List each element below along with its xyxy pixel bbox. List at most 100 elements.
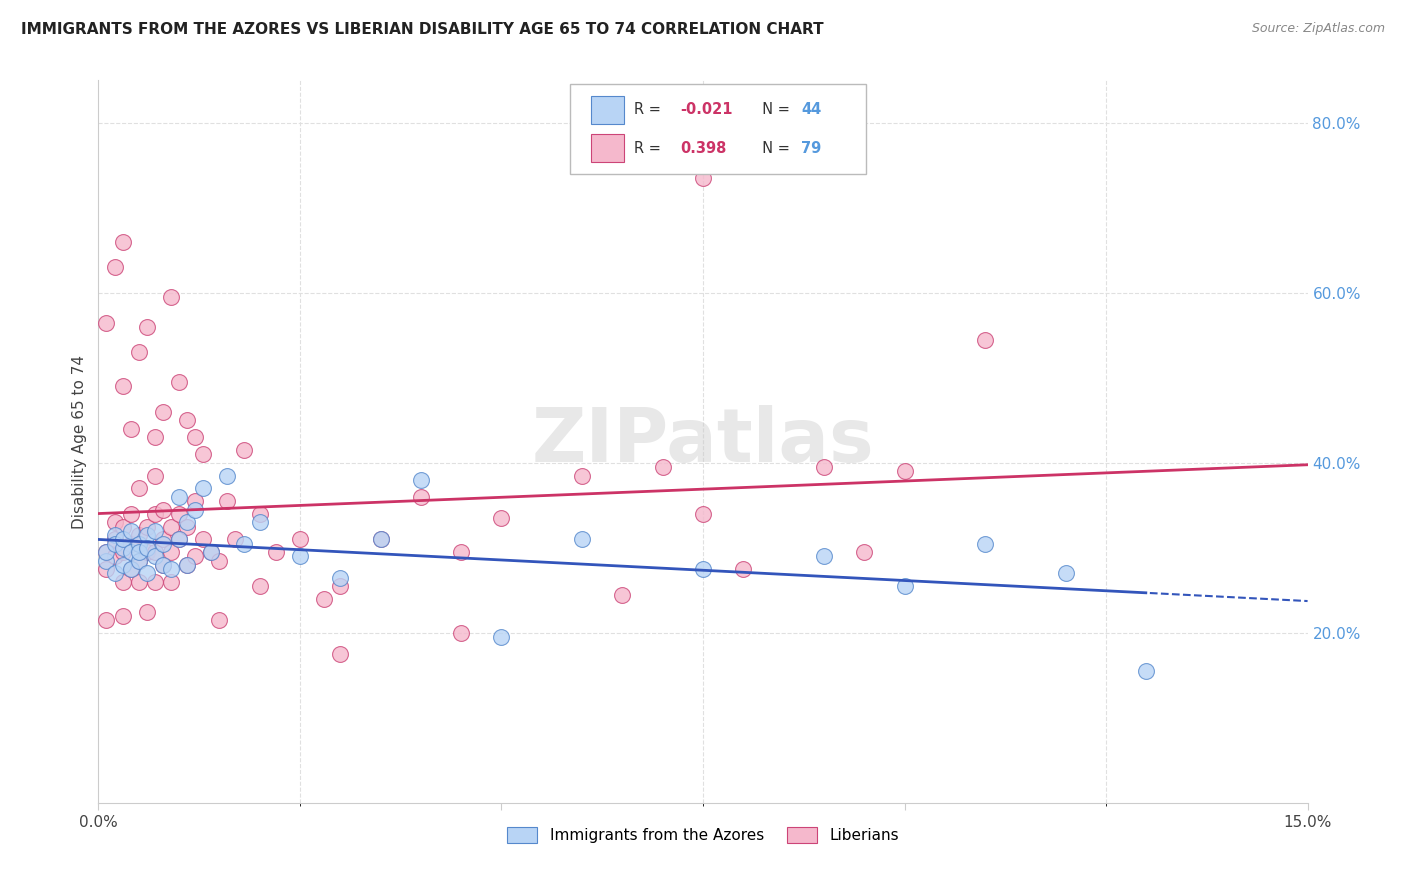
Point xyxy=(96,316,118,330)
Text: ZIPatlas: ZIPatlas xyxy=(531,405,875,478)
Point xyxy=(692,171,714,186)
Bar xyxy=(591,135,624,161)
Point xyxy=(96,553,118,567)
Point xyxy=(893,464,915,478)
Point xyxy=(193,447,215,461)
Text: 0.398: 0.398 xyxy=(681,141,727,156)
Point xyxy=(167,533,190,547)
Point xyxy=(692,507,714,521)
Text: N =: N = xyxy=(752,141,794,156)
Point xyxy=(120,536,142,550)
Point xyxy=(152,405,174,419)
Point xyxy=(103,528,125,542)
Point xyxy=(176,413,198,427)
Point xyxy=(152,558,174,572)
Point xyxy=(152,558,174,572)
Text: IMMIGRANTS FROM THE AZORES VS LIBERIAN DISABILITY AGE 65 TO 74 CORRELATION CHART: IMMIGRANTS FROM THE AZORES VS LIBERIAN D… xyxy=(21,22,824,37)
Point xyxy=(160,519,183,533)
Point xyxy=(224,533,246,547)
Point xyxy=(176,519,198,533)
Point xyxy=(143,468,166,483)
Point xyxy=(111,545,134,559)
Point xyxy=(120,422,142,436)
Point xyxy=(893,579,915,593)
Point xyxy=(370,533,392,547)
Point xyxy=(96,545,118,559)
Point xyxy=(120,507,142,521)
Text: R =: R = xyxy=(634,103,665,118)
Point xyxy=(184,549,207,564)
Point xyxy=(128,345,150,359)
Point xyxy=(111,533,134,547)
Point xyxy=(103,260,125,275)
Point xyxy=(96,613,118,627)
Point xyxy=(143,430,166,444)
Point xyxy=(120,562,142,576)
Point xyxy=(184,494,207,508)
Point xyxy=(329,579,352,593)
Y-axis label: Disability Age 65 to 74: Disability Age 65 to 74 xyxy=(72,354,87,529)
Point xyxy=(167,533,190,547)
Point xyxy=(143,507,166,521)
Point xyxy=(974,333,997,347)
Point xyxy=(409,490,432,504)
Point xyxy=(167,490,190,504)
Point xyxy=(450,625,472,640)
Point xyxy=(111,519,134,533)
Point xyxy=(217,468,239,483)
Point xyxy=(193,481,215,495)
Text: 44: 44 xyxy=(801,103,821,118)
Point xyxy=(160,562,183,576)
Point xyxy=(232,443,254,458)
Point xyxy=(208,613,231,627)
Point xyxy=(135,566,157,581)
Text: Source: ZipAtlas.com: Source: ZipAtlas.com xyxy=(1251,22,1385,36)
Point xyxy=(571,468,593,483)
Point xyxy=(135,605,157,619)
Point xyxy=(111,574,134,589)
Point xyxy=(813,549,835,564)
Point xyxy=(96,562,118,576)
Point xyxy=(135,541,157,555)
Point xyxy=(813,460,835,475)
Point xyxy=(111,558,134,572)
Legend: Immigrants from the Azores, Liberians: Immigrants from the Azores, Liberians xyxy=(501,822,905,849)
Point xyxy=(612,588,634,602)
Point xyxy=(128,481,150,495)
Text: 79: 79 xyxy=(801,141,821,156)
Point xyxy=(128,536,150,550)
Point xyxy=(167,375,190,389)
Point xyxy=(249,579,271,593)
Point xyxy=(249,516,271,530)
Point xyxy=(120,562,142,576)
Point xyxy=(329,570,352,584)
Point xyxy=(135,545,157,559)
Point xyxy=(128,553,150,567)
Point xyxy=(103,533,125,547)
Point xyxy=(249,507,271,521)
Point xyxy=(143,524,166,538)
Point xyxy=(200,545,222,559)
Point xyxy=(692,562,714,576)
Point xyxy=(491,511,513,525)
Point xyxy=(143,545,166,559)
Point xyxy=(160,290,183,304)
Point xyxy=(135,519,157,533)
Point xyxy=(450,545,472,559)
Point xyxy=(152,502,174,516)
Point xyxy=(288,533,311,547)
Point xyxy=(370,533,392,547)
Point xyxy=(111,608,134,623)
Point xyxy=(128,545,150,559)
FancyBboxPatch shape xyxy=(569,84,866,174)
Point xyxy=(103,536,125,550)
Point xyxy=(103,549,125,564)
Text: -0.021: -0.021 xyxy=(681,103,733,118)
Point xyxy=(1054,566,1077,581)
Point xyxy=(103,516,125,530)
Point xyxy=(111,541,134,555)
Point xyxy=(176,558,198,572)
Point xyxy=(152,533,174,547)
Point xyxy=(217,494,239,508)
Point xyxy=(111,379,134,393)
